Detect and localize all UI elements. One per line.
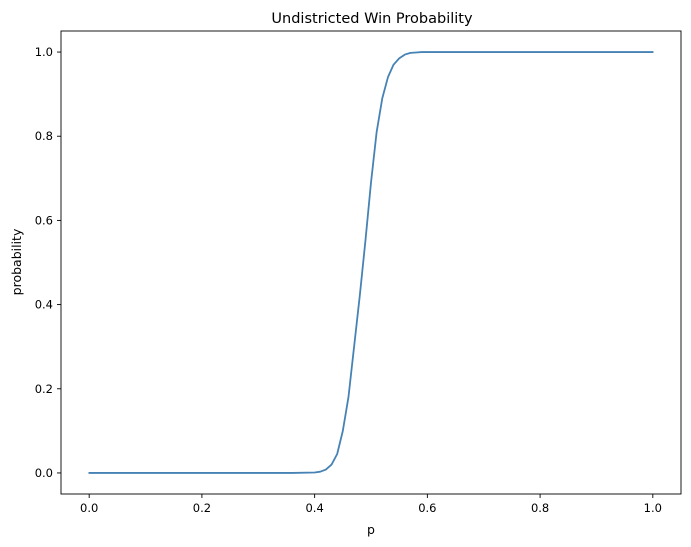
x-tick-label: 0.2	[193, 501, 211, 515]
y-tick-label: 0.8	[35, 129, 53, 143]
x-tick-label: 1.0	[644, 501, 662, 515]
x-tick-label: 0.4	[305, 501, 323, 515]
x-tick-label: 0.0	[80, 501, 98, 515]
y-tick-label: 0.6	[35, 213, 53, 227]
x-tick-label: 0.6	[418, 501, 436, 515]
x-tick-label: 0.8	[531, 501, 549, 515]
x-axis: 0.0 0.2 0.4 0.6 0.8 1.0	[80, 494, 662, 515]
y-tick-label: 0.0	[35, 466, 53, 480]
x-axis-label: p	[367, 522, 375, 537]
y-tick-label: 0.4	[35, 298, 53, 312]
y-axis: 0.0 0.2 0.4 0.6 0.8 1.0	[35, 45, 61, 480]
y-axis-label: probability	[9, 228, 24, 295]
plot-area	[60, 30, 682, 495]
y-tick-label: 0.2	[35, 382, 53, 396]
chart-title: Undistricted Win Probability	[271, 11, 473, 27]
series-line	[88, 51, 654, 474]
y-tick-label: 1.0	[35, 45, 53, 59]
plot-frame	[60, 30, 682, 495]
series-layer	[88, 51, 654, 474]
